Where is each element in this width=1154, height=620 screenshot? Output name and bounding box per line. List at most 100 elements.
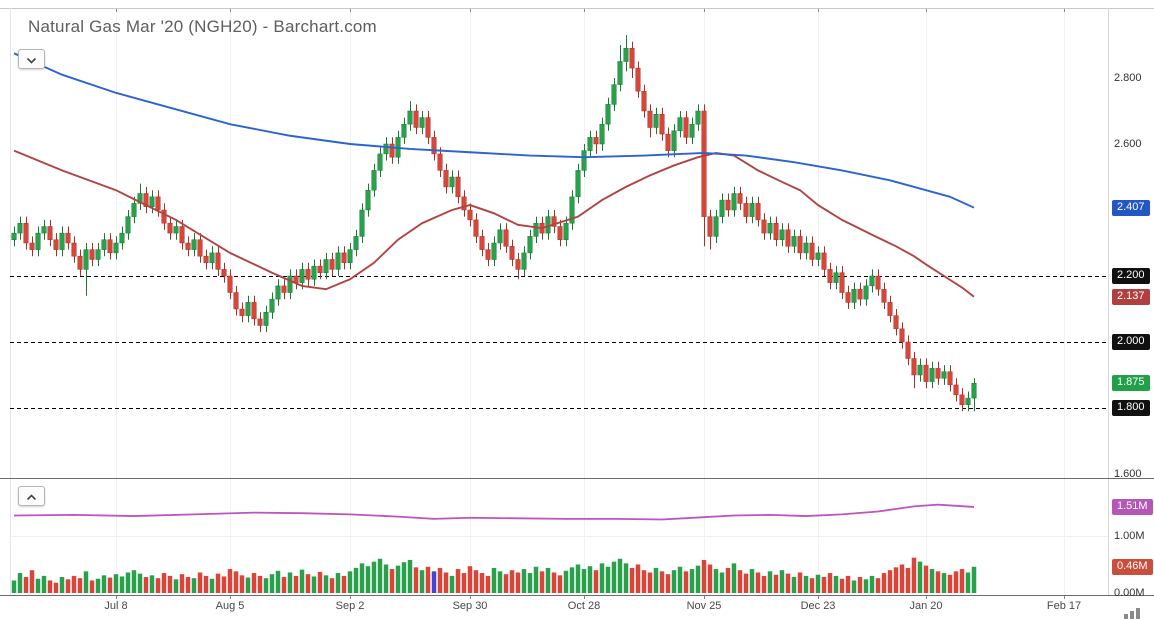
x-axis-label: Oct 28 — [567, 600, 601, 612]
volume-bar — [335, 573, 341, 593]
volume-bar — [329, 578, 335, 593]
volume-bar — [161, 573, 167, 593]
volume-bar — [905, 567, 911, 593]
volume-bar — [467, 566, 473, 593]
candle — [305, 262, 311, 286]
volume-bar — [473, 570, 479, 593]
volume-bar — [29, 570, 35, 593]
volume-bar — [497, 571, 503, 593]
volume-bar — [941, 573, 947, 593]
candle — [311, 259, 317, 286]
candle — [227, 269, 233, 300]
volume-bar — [899, 564, 905, 593]
volume-bar — [593, 570, 599, 593]
candle — [275, 279, 281, 306]
volume-bar — [653, 567, 659, 593]
candle — [119, 226, 125, 250]
volume-bar — [521, 569, 527, 593]
volume-bar — [809, 578, 815, 593]
volume-bar — [509, 570, 515, 593]
candle — [473, 213, 479, 243]
volume-bar — [413, 567, 419, 593]
volume-bar — [557, 575, 563, 593]
ma-short-line — [13, 149, 975, 298]
candle — [923, 358, 929, 389]
volume-bar — [155, 578, 161, 593]
volume-bar — [707, 564, 713, 593]
open-interest-line — [13, 503, 975, 521]
volume-bar — [887, 570, 893, 593]
volume-bar — [599, 563, 605, 593]
volume-bar — [245, 577, 251, 593]
candle — [425, 111, 431, 144]
candle — [77, 249, 83, 276]
volume-bar — [929, 569, 935, 593]
volume-bar — [119, 576, 125, 593]
x-axis-label: Jul 8 — [104, 600, 128, 612]
volume-bar — [263, 578, 269, 593]
candle — [713, 210, 719, 243]
candle — [485, 243, 491, 267]
volume-bar — [911, 557, 917, 593]
candle — [491, 236, 497, 267]
candle — [143, 186, 149, 214]
volume-bar — [89, 580, 95, 593]
candle — [575, 163, 581, 204]
volume-bar — [323, 575, 329, 593]
volume-bar — [293, 575, 299, 593]
volume-bar — [131, 570, 137, 593]
volume-bar — [617, 558, 623, 593]
candle — [863, 279, 869, 306]
candle — [221, 262, 227, 283]
candle — [65, 226, 71, 250]
volume-bar — [605, 566, 611, 593]
candle — [899, 322, 905, 349]
price-axis-tick: 2.800 — [1114, 72, 1142, 84]
volume-bar — [881, 573, 887, 593]
volume-bar — [539, 571, 545, 593]
x-axis-label: Aug 5 — [215, 600, 245, 612]
expand-volume-panel-button[interactable] — [18, 486, 45, 506]
volume-bar — [215, 573, 221, 593]
candle — [371, 163, 377, 197]
candle — [443, 163, 449, 194]
candle — [113, 236, 119, 260]
volume-bar — [725, 567, 731, 593]
volume-bar — [239, 575, 245, 593]
candle — [593, 130, 599, 154]
volume-bar — [71, 575, 77, 593]
candle — [557, 219, 563, 247]
candle — [725, 193, 731, 217]
candle — [719, 193, 725, 224]
volume-bar — [875, 578, 881, 593]
candle — [209, 246, 215, 270]
volume-bar — [347, 571, 353, 593]
candle — [605, 97, 611, 131]
collapse-price-panel-button[interactable] — [18, 49, 45, 69]
volume-bar — [437, 567, 443, 593]
candle — [797, 229, 803, 260]
candle — [503, 223, 509, 253]
candle — [281, 279, 287, 300]
candle — [803, 236, 809, 260]
candle — [161, 203, 167, 230]
volume-bar — [695, 565, 701, 593]
volume-bar — [425, 566, 431, 593]
candle — [53, 233, 59, 257]
candle — [677, 111, 683, 138]
volume-bar — [317, 571, 323, 593]
candle — [779, 223, 785, 247]
candle — [359, 203, 365, 243]
candle — [251, 295, 257, 326]
volume-bar — [47, 580, 53, 593]
volume-bar — [479, 573, 485, 593]
volume-bar — [269, 574, 275, 593]
chart-title: Natural Gas Mar '20 (NGH20) - Barchart.c… — [28, 17, 377, 36]
volume-bar — [773, 574, 779, 593]
volume-bar — [713, 569, 719, 593]
candle — [887, 295, 893, 323]
ma-long-price-badge: 2.407 — [1112, 199, 1150, 216]
candle — [791, 229, 797, 253]
